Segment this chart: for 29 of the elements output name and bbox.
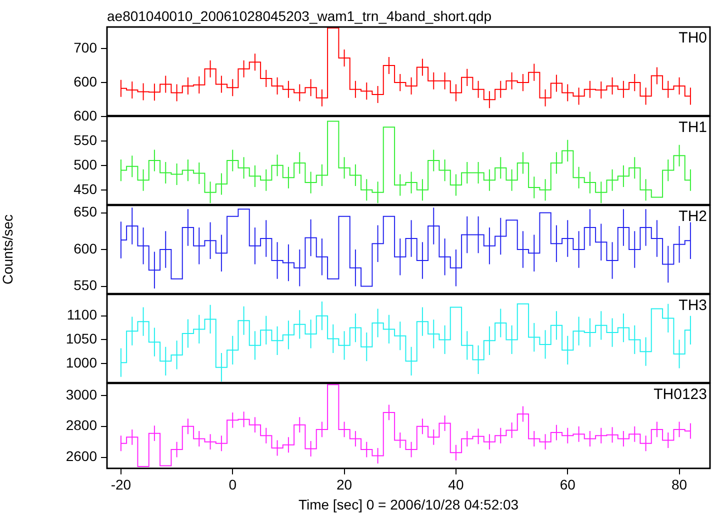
y-tick-label: 600 (74, 107, 98, 124)
y-tick-label: 3000 (66, 386, 98, 402)
y-tick-label: 600 (74, 73, 98, 90)
y-tick-label: 650 (74, 204, 98, 220)
x-tick-label: 60 (560, 476, 576, 493)
x-tick-label: 80 (672, 476, 688, 493)
x-tick-label: 40 (448, 476, 464, 493)
y-tick-label: 550 (74, 277, 98, 294)
series-label: TH0123 (654, 386, 707, 404)
y-tick-label: 500 (74, 156, 98, 172)
y-tick-label: 2800 (66, 417, 98, 434)
x-tick-label: -20 (110, 476, 132, 493)
y-tick-label: 700 (74, 39, 98, 56)
y-tick-label: 450 (74, 180, 98, 197)
text: TH0 (678, 30, 707, 47)
y-tick-label: 600 (74, 240, 98, 256)
y-axis-title: Counts/sec (0, 214, 16, 285)
y-tick-label: 1050 (66, 330, 98, 347)
x-tick-label: 20 (336, 476, 352, 493)
x-axis-title: Time [sec] 0 = 2006/10/28 04:52:03 (298, 496, 519, 512)
series-label: TH2 (678, 208, 707, 226)
series-label: TH1 (678, 119, 707, 136)
y-tick-label: 2600 (66, 448, 98, 464)
y-tick-label: 1100 (66, 306, 98, 323)
y-tick-label: 1000 (66, 354, 98, 370)
series-label: TH3 (678, 297, 707, 314)
y-tick-label: 550 (74, 132, 98, 148)
x-tick-label: 0 (228, 476, 237, 493)
chart-title: ae801040010_20061028045203_wam1_trn_4band_short.qdp (107, 8, 492, 24)
